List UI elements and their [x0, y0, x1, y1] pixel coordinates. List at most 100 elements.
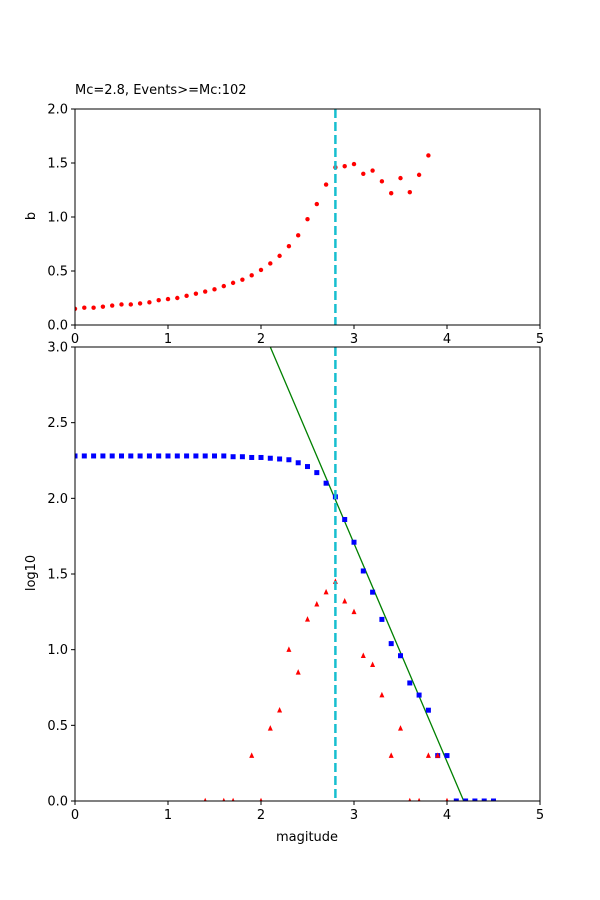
cumulative-point: [230, 454, 236, 460]
cumulative-point: [91, 453, 97, 459]
b-value-point: [100, 304, 106, 309]
cumulative-point: [119, 453, 124, 459]
cumulative-point: [453, 798, 459, 801]
noncumulative-point: [445, 797, 449, 801]
x-tick-label: 5: [536, 332, 544, 347]
cumulative-point: [258, 454, 264, 460]
noncumulative-point: [222, 797, 226, 801]
y-tick-label: 0.0: [47, 795, 68, 810]
b-value-panel: Mc=2.8, Events>=Mc:102 b 0 1 2 3 4 5 0.0 0.5 1.0…: [24, 83, 544, 347]
noncumulative-point: [305, 616, 310, 622]
frequency-magnitude-panel: log10 magitude 0 1 2 3 4 5 0.0 0.5 1.0 1.5 2.0 2.5 3…: [24, 341, 544, 846]
y-tick-label: 1.0: [47, 211, 68, 226]
b-value-point: [212, 287, 217, 292]
noncumulative-point: [370, 661, 376, 668]
noncumulative-point: [286, 646, 292, 652]
b-value-point: [351, 161, 357, 167]
chart-title: Mc=2.8, Events>=Mc:102: [75, 83, 247, 98]
noncumulative-point: [425, 752, 431, 758]
b-value-point: [407, 189, 412, 195]
y-axis-label-b: b: [24, 212, 39, 220]
x-tick-label: 2: [257, 808, 265, 823]
x-tick-label: 3: [350, 808, 358, 823]
b-value-point: [230, 280, 236, 286]
b-value-point: [175, 295, 180, 301]
cumulative-point: [156, 453, 162, 459]
b-value-point: [389, 191, 394, 196]
b-value-point: [426, 153, 431, 158]
y-axis-label-log10: log10: [24, 555, 39, 591]
x-tick-label: 5: [536, 808, 544, 823]
b-value-point: [379, 179, 385, 184]
b-value-point: [323, 182, 329, 187]
x-tick-label: 0: [71, 332, 79, 347]
b-value-point: [249, 273, 254, 278]
x-tick-label: 2: [257, 332, 265, 347]
y-tick-label: 1.5: [47, 568, 68, 583]
b-value-point: [286, 243, 292, 249]
noncumulative-point: [259, 797, 263, 801]
b-value-point: [75, 306, 78, 311]
noncumulative-point: [323, 588, 329, 595]
cumulative-point: [416, 692, 422, 698]
cumulative-point: [212, 453, 217, 459]
noncumulative-point: [360, 652, 366, 658]
cumulative-point: [360, 568, 366, 574]
cumulative-point: [137, 453, 143, 459]
gr-fit-line: [269, 347, 465, 801]
noncumulative-point: [203, 797, 207, 801]
b-value-point: [258, 267, 264, 273]
cumulative-point: [109, 453, 115, 459]
x-tick-label: 1: [164, 332, 172, 347]
y-tick-label: 0.0: [47, 319, 68, 334]
noncumulative-point: [417, 797, 421, 801]
b-value-point: [221, 283, 226, 289]
b-value-point: [361, 171, 366, 176]
cumulative-point: [286, 457, 292, 463]
noncumulative-point: [379, 691, 385, 698]
cumulative-point: [379, 616, 385, 622]
cumulative-point: [249, 454, 255, 460]
b-value-point: [156, 297, 161, 303]
noncumulative-point: [388, 752, 394, 758]
noncumulative-point: [295, 669, 301, 675]
b-value-point: [370, 168, 375, 173]
cumulative-point: [463, 798, 469, 801]
b-value-plot-area: 0 1 2 3 4 5 0.0 0.5 1.0 1.5 2.0: [47, 103, 544, 348]
cumulative-point: [323, 480, 329, 486]
b-value-point: [305, 216, 310, 222]
cumulative-point: [128, 453, 134, 459]
cumulative-point: [407, 680, 413, 686]
b-value-point: [240, 277, 245, 282]
cumulative-point: [202, 453, 208, 459]
b-value-point: [296, 233, 301, 238]
noncumulative-point: [277, 706, 283, 713]
cumulative-point: [239, 454, 245, 460]
cumulative-point: [351, 539, 357, 545]
plot-background: [75, 347, 540, 801]
cumulative-point: [75, 453, 78, 459]
b-value-point: [277, 253, 282, 259]
b-value-point: [147, 300, 152, 305]
y-tick-label: 1.0: [47, 643, 68, 658]
y-tick-label: 0.5: [47, 265, 68, 280]
cumulative-point: [221, 453, 227, 459]
cumulative-point: [314, 470, 320, 476]
b-value-point: [82, 305, 87, 310]
noncumulative-point: [435, 752, 441, 758]
b-value-point: [137, 301, 143, 306]
cumulative-point: [472, 798, 478, 801]
cumulative-point: [174, 453, 180, 459]
noncumulative-point: [249, 752, 255, 758]
b-value-point: [91, 305, 96, 310]
y-tick-label: 3.0: [47, 341, 68, 356]
noncumulative-point: [231, 797, 235, 801]
cumulative-point: [165, 453, 171, 459]
b-value-point: [314, 201, 319, 207]
noncumulative-point: [398, 725, 403, 731]
b-value-point: [203, 289, 208, 294]
plot-content: [75, 153, 431, 311]
noncumulative-point: [267, 725, 273, 731]
b-value-point: [110, 303, 115, 308]
